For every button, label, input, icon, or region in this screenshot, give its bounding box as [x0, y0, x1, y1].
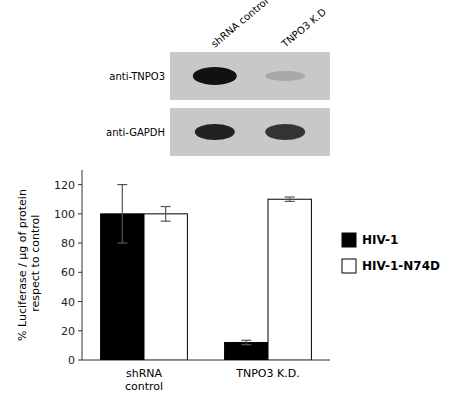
legend-swatch [342, 233, 356, 247]
blot-row [170, 52, 330, 100]
y-tick [78, 360, 82, 361]
blot-lane-label: shRNA control [209, 0, 270, 50]
blot-band [265, 124, 305, 140]
error-bar [285, 197, 295, 201]
y-tick [78, 213, 82, 214]
legend-label: HIV-1 [362, 233, 398, 247]
bar [144, 214, 187, 360]
blot-band [195, 124, 235, 140]
legend: HIV-1 HIV-1-N74D [342, 233, 440, 273]
blot-row-label: anti-GAPDH [106, 127, 165, 138]
x-tick-label: shRNAcontrol [125, 367, 163, 393]
error-bar [241, 340, 251, 344]
y-tick-label: 100 [54, 208, 75, 221]
blot-lane-label: TNPO3 K.D [279, 6, 329, 50]
y-tick [78, 272, 82, 273]
y-tick-label: 80 [61, 237, 75, 250]
bars [101, 185, 312, 360]
legend-swatch [342, 259, 356, 273]
y-axis-label: % Luciferase / µg of protein respect to … [16, 189, 42, 341]
legend-label: HIV-1-N74D [362, 259, 440, 273]
y-tick [78, 184, 82, 185]
chart: 0 20 40 60 80 100 120 % Luciferase / µg of prot… [0, 0, 474, 419]
y-tick-label: 0 [68, 354, 75, 367]
y-tick-label: 40 [61, 296, 75, 309]
y-tick-label: 60 [61, 266, 75, 279]
error-bar [117, 185, 127, 243]
y-tick [78, 243, 82, 244]
y-tick-label: 120 [54, 179, 75, 192]
blot-band [193, 67, 237, 85]
y-tick [78, 301, 82, 302]
y-axis-line [82, 170, 83, 360]
bar [268, 199, 311, 360]
bar [225, 342, 268, 360]
blot-row-label: anti-TNPO3 [109, 71, 165, 82]
western-blot: anti-TNPO3 anti-GAPDH shRNA controlTNPO3 K… [106, 0, 330, 156]
blot-band [265, 71, 305, 81]
y-tick [78, 330, 82, 331]
x-tick-label: TNPO3 K.D. [235, 367, 299, 380]
error-bar [161, 207, 171, 222]
y-tick-label: 20 [61, 325, 75, 338]
y-axis: 0 20 40 60 80 100 120 [54, 170, 330, 367]
blot-row [170, 108, 330, 156]
